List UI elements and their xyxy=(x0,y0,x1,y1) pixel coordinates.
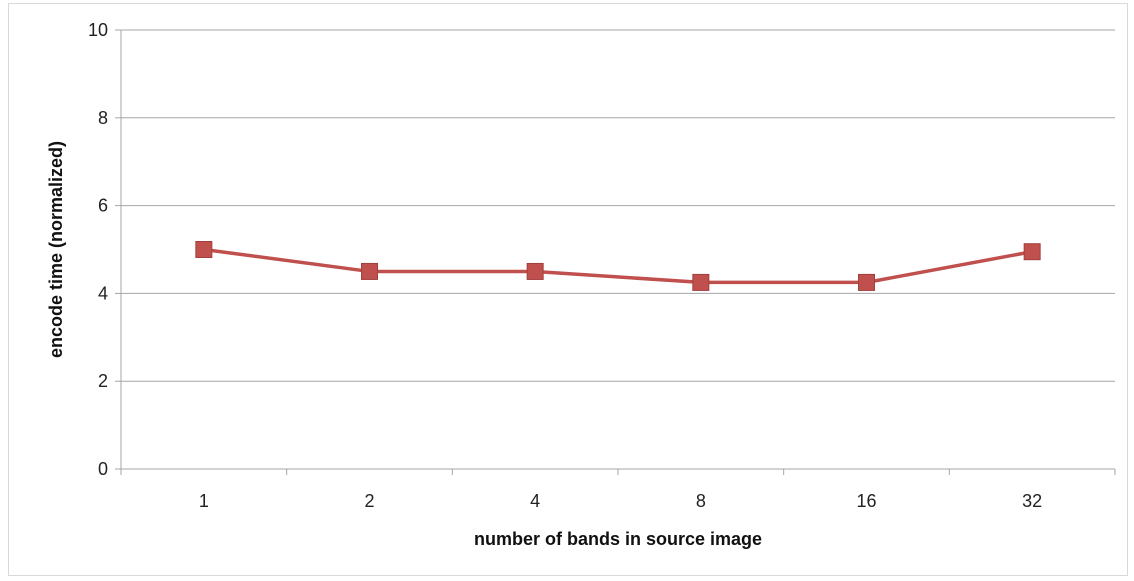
y-axis-title: encode time (normalized) xyxy=(46,141,66,358)
x-axis-title: number of bands in source image xyxy=(474,529,762,549)
data-point-marker xyxy=(526,262,544,280)
series xyxy=(195,241,1041,291)
y-tick-label: 2 xyxy=(98,371,108,391)
x-tick-label: 32 xyxy=(1022,491,1042,511)
chart-frame xyxy=(8,3,1128,576)
x-tick-label: 16 xyxy=(856,491,876,511)
x-tick-label: 4 xyxy=(530,491,540,511)
y-tick-label: 4 xyxy=(98,283,108,303)
data-point-marker xyxy=(692,273,710,291)
y-axis-ticks: 0 2 4 6 8 10 xyxy=(88,20,121,479)
x-tick-label: 8 xyxy=(696,491,706,511)
x-tick-label: 2 xyxy=(364,491,374,511)
data-point-marker xyxy=(195,241,213,258)
data-point-marker xyxy=(361,262,378,280)
series-line xyxy=(203,247,1033,285)
y-tick-label: 6 xyxy=(98,196,108,216)
y-tick-label: 0 xyxy=(98,459,108,479)
y-tick-label: 8 xyxy=(98,108,108,128)
x-axis-ticks: 1 2 4 8 16 32 xyxy=(120,469,1116,511)
axes xyxy=(120,30,1115,470)
y-tick-label: 10 xyxy=(88,20,108,40)
data-point-marker xyxy=(858,273,875,291)
gridlines xyxy=(121,29,1115,382)
data-point-marker xyxy=(1023,243,1041,261)
x-tick-label: 1 xyxy=(199,491,209,511)
